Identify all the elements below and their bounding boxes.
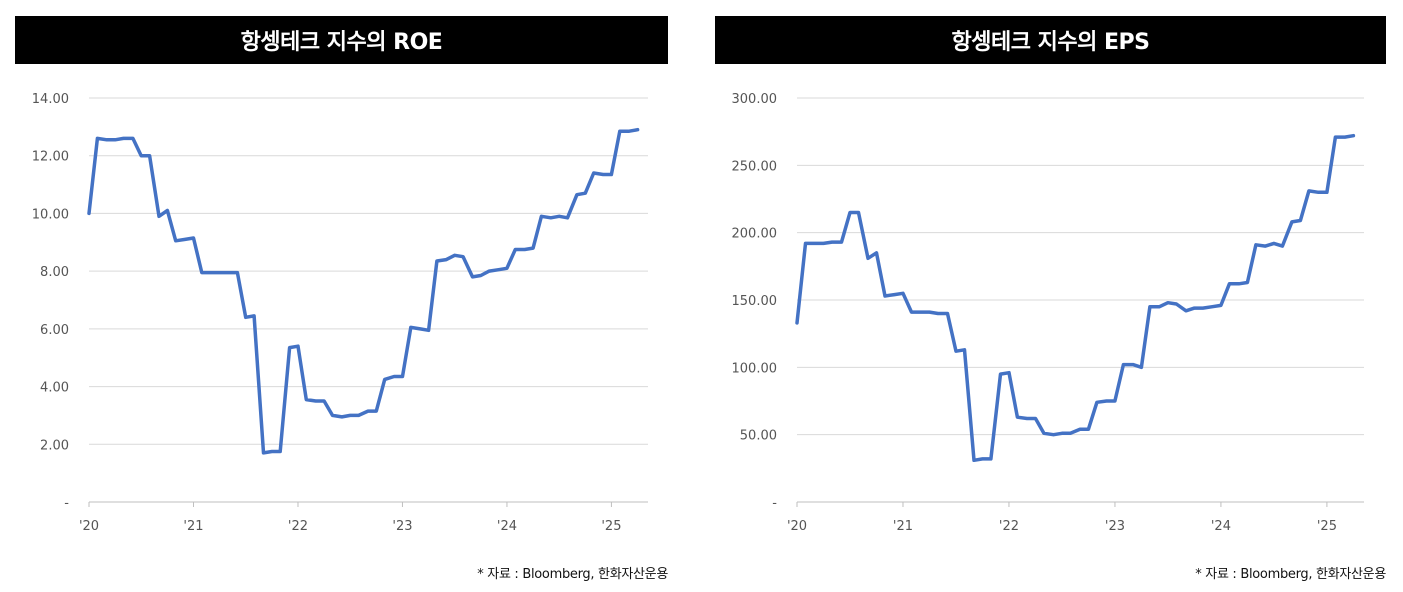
eps-y-tick-label: 200.00 (732, 227, 778, 242)
roe-x-tick-label: '24 (497, 519, 517, 534)
roe-x-tick-label: '22 (288, 519, 308, 534)
eps-source-note: * 자료 : Bloomberg, 한화자산운용 (1195, 567, 1386, 582)
roe-y-tick-label: 2.00 (40, 438, 69, 453)
roe-y-tick-label: 10.00 (32, 207, 69, 222)
eps-chart-panel: 항셍테크 지수의 EPS - 50.00 100.00 150.00 200.00 250… (715, 0, 1386, 592)
eps-y-tick-label: 250.00 (732, 159, 778, 174)
roe-x-tick-label: '21 (183, 519, 203, 534)
roe-y-tick-label: 14.00 (32, 92, 69, 107)
eps-x-tick-label: '20 (787, 519, 807, 534)
roe-chart: - 2.00 4.00 6.00 8.00 10.00 12.00 14.00 '20 '21 '2… (32, 92, 648, 534)
roe-x-tick-label: '20 (79, 519, 99, 534)
eps-series-line (795, 133, 1356, 463)
roe-y-tick-label: - (64, 496, 69, 511)
roe-y-tick-label: 12.00 (32, 150, 69, 165)
eps-x-tick-label: '21 (893, 519, 913, 534)
roe-chart-panel: 항셍테크 지수의 ROE - 2.00 4.00 6.00 8.00 10.00 12.00… (15, 0, 668, 592)
eps-chart: - 50.00 100.00 150.00 200.00 250.00 300.00 '20 '… (732, 92, 1364, 534)
eps-x-tick-label: '24 (1211, 519, 1231, 534)
roe-y-tick-label: 4.00 (40, 381, 69, 396)
roe-y-tick-label: 6.00 (40, 323, 69, 338)
roe-y-tick-label: 8.00 (40, 265, 69, 280)
eps-x-tick-label: '25 (1317, 519, 1337, 534)
roe-x-tick-label: '23 (392, 519, 412, 534)
roe-series-line (87, 127, 640, 455)
roe-x-tick-label: '25 (601, 519, 621, 534)
eps-chart-title: 항셍테크 지수의 EPS (715, 16, 1386, 64)
roe-chart-title: 항셍테크 지수의 ROE (15, 16, 668, 64)
eps-y-tick-label: 100.00 (732, 361, 778, 376)
eps-x-tick-label: '22 (999, 519, 1019, 534)
roe-source-note: * 자료 : Bloomberg, 한화자산운용 (477, 567, 668, 582)
eps-y-tick-label: - (772, 496, 777, 511)
eps-y-tick-label: 50.00 (740, 429, 777, 444)
eps-y-tick-label: 150.00 (732, 294, 778, 309)
eps-x-tick-label: '23 (1105, 519, 1125, 534)
eps-y-tick-label: 300.00 (732, 92, 778, 107)
